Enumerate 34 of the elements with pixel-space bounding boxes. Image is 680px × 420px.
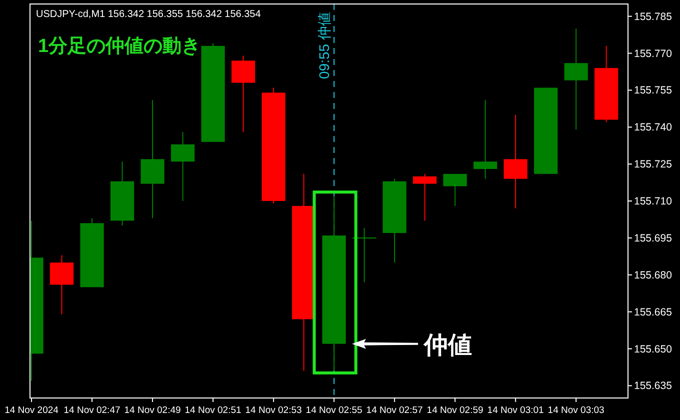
- candlestick: [564, 28, 588, 130]
- y-tick-label: 155.635: [634, 380, 672, 392]
- candlestick: [504, 114, 528, 209]
- y-tick-label: 155.650: [634, 343, 672, 356]
- x-tick-label: 14 Nov 2024: [4, 405, 58, 416]
- ref-line-label: 09:55 仲値: [316, 12, 332, 79]
- candlestick: [443, 173, 467, 206]
- x-tick-label: 14 Nov 02:55: [306, 405, 362, 416]
- candlestick: [170, 132, 195, 202]
- x-tick-label: 14 Nov 02:59: [426, 405, 484, 416]
- x-tick-label: 14 Nov 02:53: [245, 405, 302, 416]
- candlestick: [413, 173, 437, 222]
- y-tick-label: 155.740: [634, 122, 672, 134]
- x-tick-label: 14 Nov 02:47: [64, 405, 120, 416]
- y-tick-label: 155.755: [634, 84, 672, 97]
- x-tick-label: 14 Nov 02:49: [124, 405, 181, 416]
- x-tick-label: 14 Nov 03:03: [548, 405, 604, 416]
- y-tick-label: 155.710: [634, 196, 672, 208]
- x-tick-label: 14 Nov 02:57: [366, 405, 423, 416]
- candlestick: [50, 254, 74, 315]
- x-tick-label: 14 Nov 03:01: [487, 405, 544, 416]
- y-tick-label: 155.785: [634, 10, 672, 23]
- annotation: USDJPY-cd,M1 156.342 156.355 156.342 156.354: [36, 9, 262, 20]
- y-tick-label: 155.695: [634, 232, 672, 244]
- candlestick: [231, 55, 256, 133]
- annotation: 仲値: [423, 332, 472, 359]
- y-tick-label: 155.770: [634, 48, 672, 60]
- annotation: 1分足の仲値の動き: [38, 36, 201, 57]
- candlestick: [352, 228, 377, 283]
- y-tick-label: 155.680: [634, 269, 672, 282]
- y-tick-label: 155.665: [634, 306, 672, 318]
- candlestick: [474, 100, 498, 180]
- x-tick-label: 14 Nov 02:51: [184, 405, 242, 416]
- y-tick-label: 155.725: [634, 158, 672, 171]
